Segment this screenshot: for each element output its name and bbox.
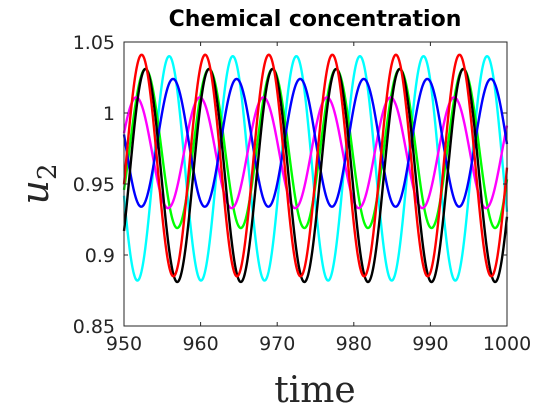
x-axis-label: time [274, 370, 355, 411]
x-tick-label: 960 [182, 333, 218, 355]
series-line-5 [122, 67, 509, 284]
x-tick-label: 990 [412, 333, 448, 355]
x-tick-label: 980 [336, 333, 372, 355]
y-axis-label-subscript: 2 [33, 163, 63, 180]
x-tick-label: 970 [259, 333, 295, 355]
y-tick-label: 1 [103, 103, 115, 125]
series-line-6 [122, 53, 509, 278]
tick-layer: 950 960 970 980 990 1000 0.85 0.9 0.95 1 1.05 [73, 32, 531, 355]
x-tick-label: 950 [106, 333, 142, 355]
plot-frame [123, 41, 508, 327]
chart-title: Chemical concentration [169, 7, 462, 32]
y-tick-label: 0.9 [85, 245, 115, 267]
y-tick-label: 0.85 [73, 316, 115, 338]
y-tick-label: 0.95 [73, 174, 115, 196]
x-tick-label: 1000 [483, 333, 531, 355]
y-tick-label: 1.05 [73, 32, 115, 54]
series-layer [122, 53, 509, 284]
y-axis-label: u2 [13, 163, 63, 204]
series-line-4 [122, 77, 509, 208]
y-axis-label-main: u [13, 180, 57, 204]
